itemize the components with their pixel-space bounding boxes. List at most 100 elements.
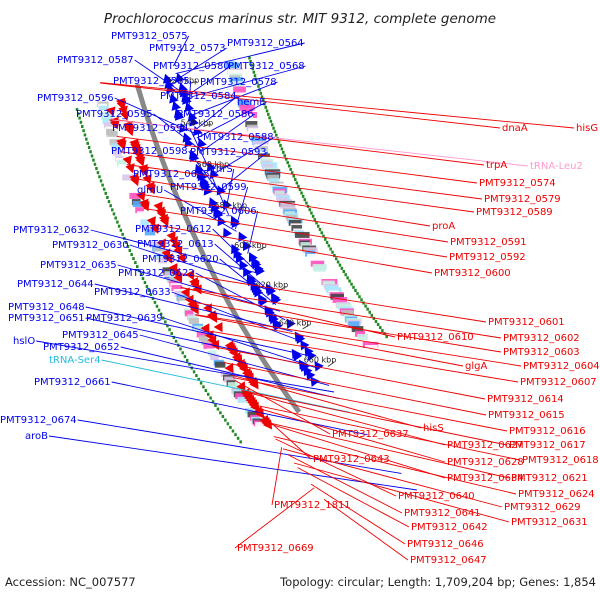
composition-band-inner <box>225 60 379 352</box>
right-feature-label: PMT9312_0634 <box>447 473 524 484</box>
left-leader-line <box>177 47 227 80</box>
left-feature-label: PMT9312_0586 <box>177 109 254 120</box>
right-feature-label: PMT9312_0647 <box>410 555 487 566</box>
left-feature-label: hemE <box>237 97 266 108</box>
right-feature-label: tRNA-Leu2 <box>530 161 583 172</box>
right-feature-label: PMT9312_0618 <box>522 455 599 466</box>
right-feature-label: proA <box>432 221 455 232</box>
left-feature-label: PMT9312_0568 <box>228 61 305 72</box>
right-feature-label: PMT9312_0637 <box>332 429 409 440</box>
tick-mark <box>257 246 265 252</box>
left-feature-label: PMT9312_0620 <box>142 254 219 265</box>
left-leader-line <box>117 264 280 312</box>
left-leader-line <box>247 210 259 254</box>
left-feature-label: PMT9312_0644 <box>17 279 94 290</box>
left-leader-line <box>225 168 235 210</box>
left-feature-label: PMT9312_0613 <box>137 239 214 250</box>
left-leader-line <box>163 189 237 232</box>
left-leader-line <box>214 243 268 290</box>
right-feature-label: PMT9312_0600 <box>434 268 511 279</box>
tick-mark <box>302 324 310 330</box>
left-leader-line <box>134 59 182 93</box>
left-feature-label: PMT9312_0584 <box>160 91 237 102</box>
right-feature-label: trpA <box>486 160 507 171</box>
right-feature-label: PMT9312_0629 <box>504 502 581 513</box>
right-feature-label: PMT9312_0640 <box>398 491 475 502</box>
right-feature-label: PMT9312_0592 <box>449 252 526 263</box>
right-leader-line <box>323 499 409 561</box>
left-feature-label: PMT9312_0578 <box>200 77 277 88</box>
left-feature-label: PMT9312_0633 <box>94 287 171 298</box>
tick-label: 620 kbp <box>256 280 289 289</box>
left-feature-label: PMT9312_0622 <box>118 268 195 279</box>
left-feature-label: PMT9312_0612 <box>135 224 212 235</box>
right-leader-line <box>232 377 508 432</box>
right-leader-line <box>297 467 410 528</box>
tick-label: 580 kbp <box>214 201 247 210</box>
feature-labels: PMT9312_0575PMT9312_0564PMT9312_0573PMT9… <box>0 31 600 566</box>
right-feature-label: PMT9312_0617 <box>509 440 586 451</box>
tick-label: 640 kbp <box>279 319 312 328</box>
tick-mark <box>327 361 335 367</box>
genome-summary-text: Topology: circular; Length: 1,709,204 bp… <box>279 575 596 589</box>
left-feature-label: PMT9312_0661 <box>34 377 111 388</box>
right-feature-label: glgA <box>465 361 487 372</box>
right-leader-line <box>282 448 503 508</box>
right-feature-label: PMT9312_0602 <box>503 333 580 344</box>
left-feature-label: PMT9312_0573 <box>149 43 226 54</box>
left-feature-label: PMT9312_0652 <box>43 342 120 353</box>
left-leader-line <box>77 419 402 474</box>
left-leader-line <box>36 340 335 393</box>
left-leader-line <box>196 101 267 139</box>
right-leader-line <box>111 119 529 167</box>
left-feature-label: PMT9312_0595 <box>76 109 153 120</box>
left-leader-line <box>120 346 340 400</box>
left-feature-label: PMT9312_0587 <box>57 55 134 66</box>
left-leader-line <box>173 35 190 67</box>
left-leader-line <box>90 229 259 274</box>
right-feature-label: PMT9312_0669 <box>237 543 314 554</box>
left-leader-line <box>193 95 238 132</box>
left-feature-label: aroB <box>25 431 48 442</box>
right-leader-line <box>223 361 487 416</box>
left-leader-line <box>188 150 218 191</box>
left-leader-line <box>171 291 299 341</box>
right-feature-label: PMT9312_0627 <box>447 440 524 451</box>
right-leader-line <box>271 447 283 506</box>
left-feature-label: tRNA-Ser4 <box>49 355 101 366</box>
left-leader-line <box>183 65 306 100</box>
right-feature-label: PMT9312_0628 <box>447 457 524 468</box>
right-feature-label: PMT9312_0589 <box>476 207 553 218</box>
right-feature-label: dnaA <box>502 123 528 134</box>
left-leader-line <box>111 381 368 436</box>
right-feature-label: PMT9312_0646 <box>407 539 484 550</box>
right-feature-label: PMT9312_0642 <box>411 522 488 533</box>
right-leader-line <box>122 151 483 200</box>
right-leader-line <box>310 483 406 545</box>
right-feature-label: PMT9312_0579 <box>484 194 561 205</box>
tick-label: 660 kbp <box>304 356 337 365</box>
right-feature-label: PMT9312_0641 <box>404 508 481 519</box>
left-leader-line <box>188 80 192 115</box>
left-feature-label: PMT9312_0645 <box>62 330 139 341</box>
right-leader-line <box>241 389 508 446</box>
genome-backbone <box>134 83 302 414</box>
left-leader-line <box>234 186 249 230</box>
right-leader-line <box>273 436 517 495</box>
tick-label: 560 kbp <box>197 160 230 169</box>
right-leader-line <box>234 487 315 549</box>
right-feature-label: PMT9312_0624 <box>518 489 595 500</box>
left-feature-label: PMT9312_0630 <box>52 240 129 251</box>
right-leader-line <box>126 164 475 213</box>
left-feature-label: PMT9312_0605 <box>133 169 210 180</box>
left-feature-label: PMT9312_0575 <box>111 31 188 42</box>
right-feature-label: PMT9312_0621 <box>511 473 588 484</box>
left-feature-label: PMT9312_0588 <box>197 132 274 143</box>
left-leader-line <box>163 317 317 369</box>
left-feature-label: PMT9312_0580 <box>153 61 230 72</box>
tick-label: 600 kbp <box>234 241 267 250</box>
right-leader-line <box>250 403 521 461</box>
right-leader-line <box>195 314 464 367</box>
left-leader-line <box>129 244 268 290</box>
